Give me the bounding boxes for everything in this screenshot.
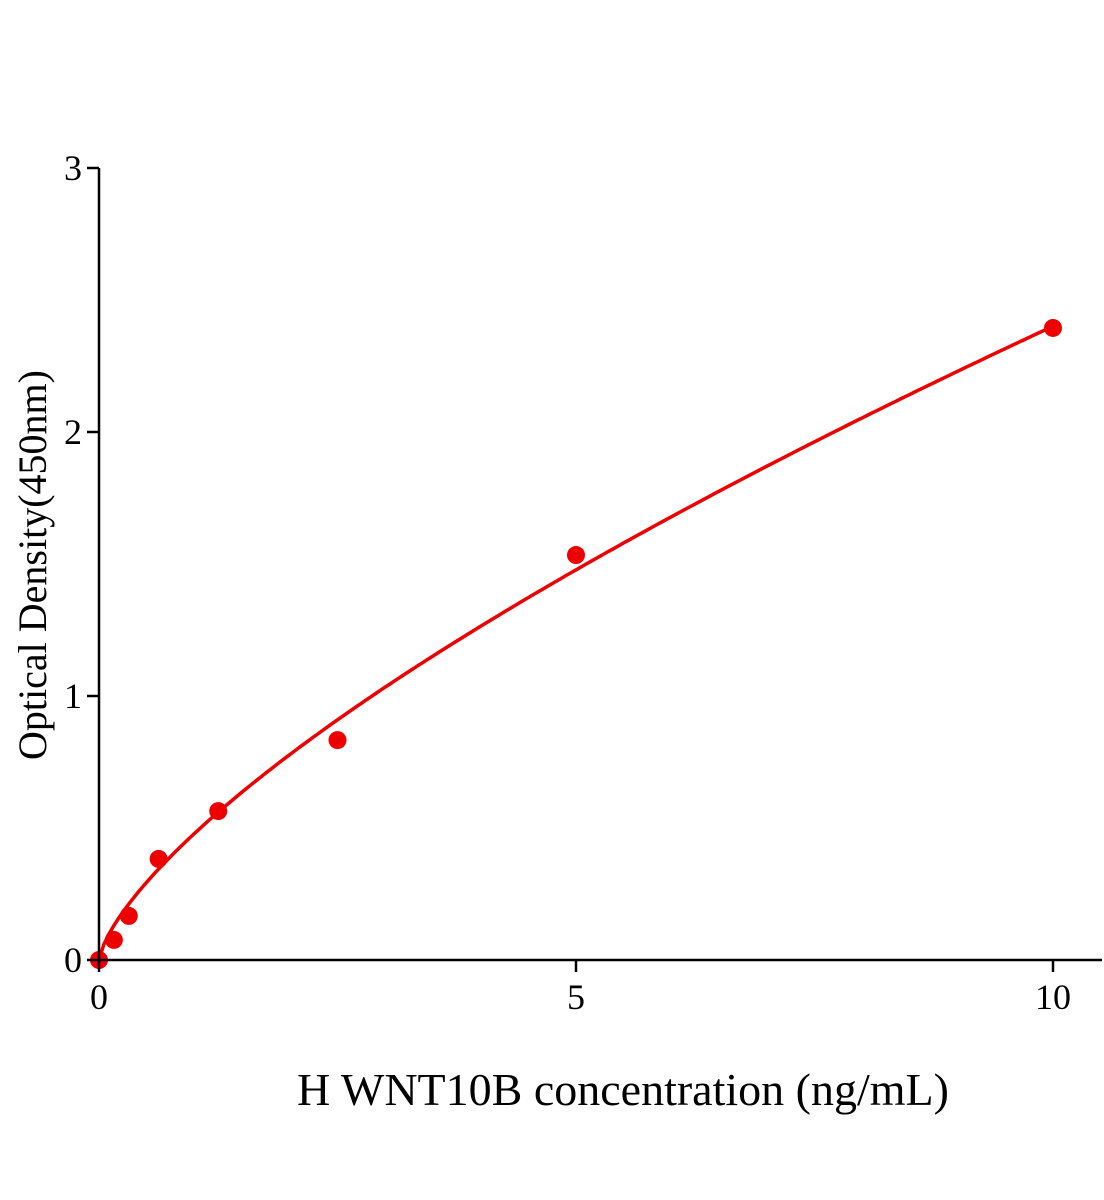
data-point <box>149 849 168 868</box>
x-tick-label: 5 <box>567 977 585 1017</box>
y-axis-label: Optical Density(450nm) <box>10 370 55 760</box>
data-point <box>567 546 585 565</box>
x-tick-label: 10 <box>1035 977 1071 1017</box>
fit-curve <box>97 324 1054 961</box>
y-tick-label: 0 <box>64 940 82 980</box>
data-point <box>104 930 123 949</box>
y-tick-label: 2 <box>64 412 82 452</box>
y-tick-label: 3 <box>64 148 82 188</box>
x-axis-label: H WNT10B concentration (ng/mL) <box>297 1064 949 1115</box>
data-point <box>209 802 228 821</box>
data-point <box>1044 318 1062 337</box>
data-point <box>328 731 347 750</box>
x-tick-label: 0 <box>90 977 108 1017</box>
data-point <box>119 906 138 925</box>
y-tick-label: 1 <box>64 676 82 716</box>
